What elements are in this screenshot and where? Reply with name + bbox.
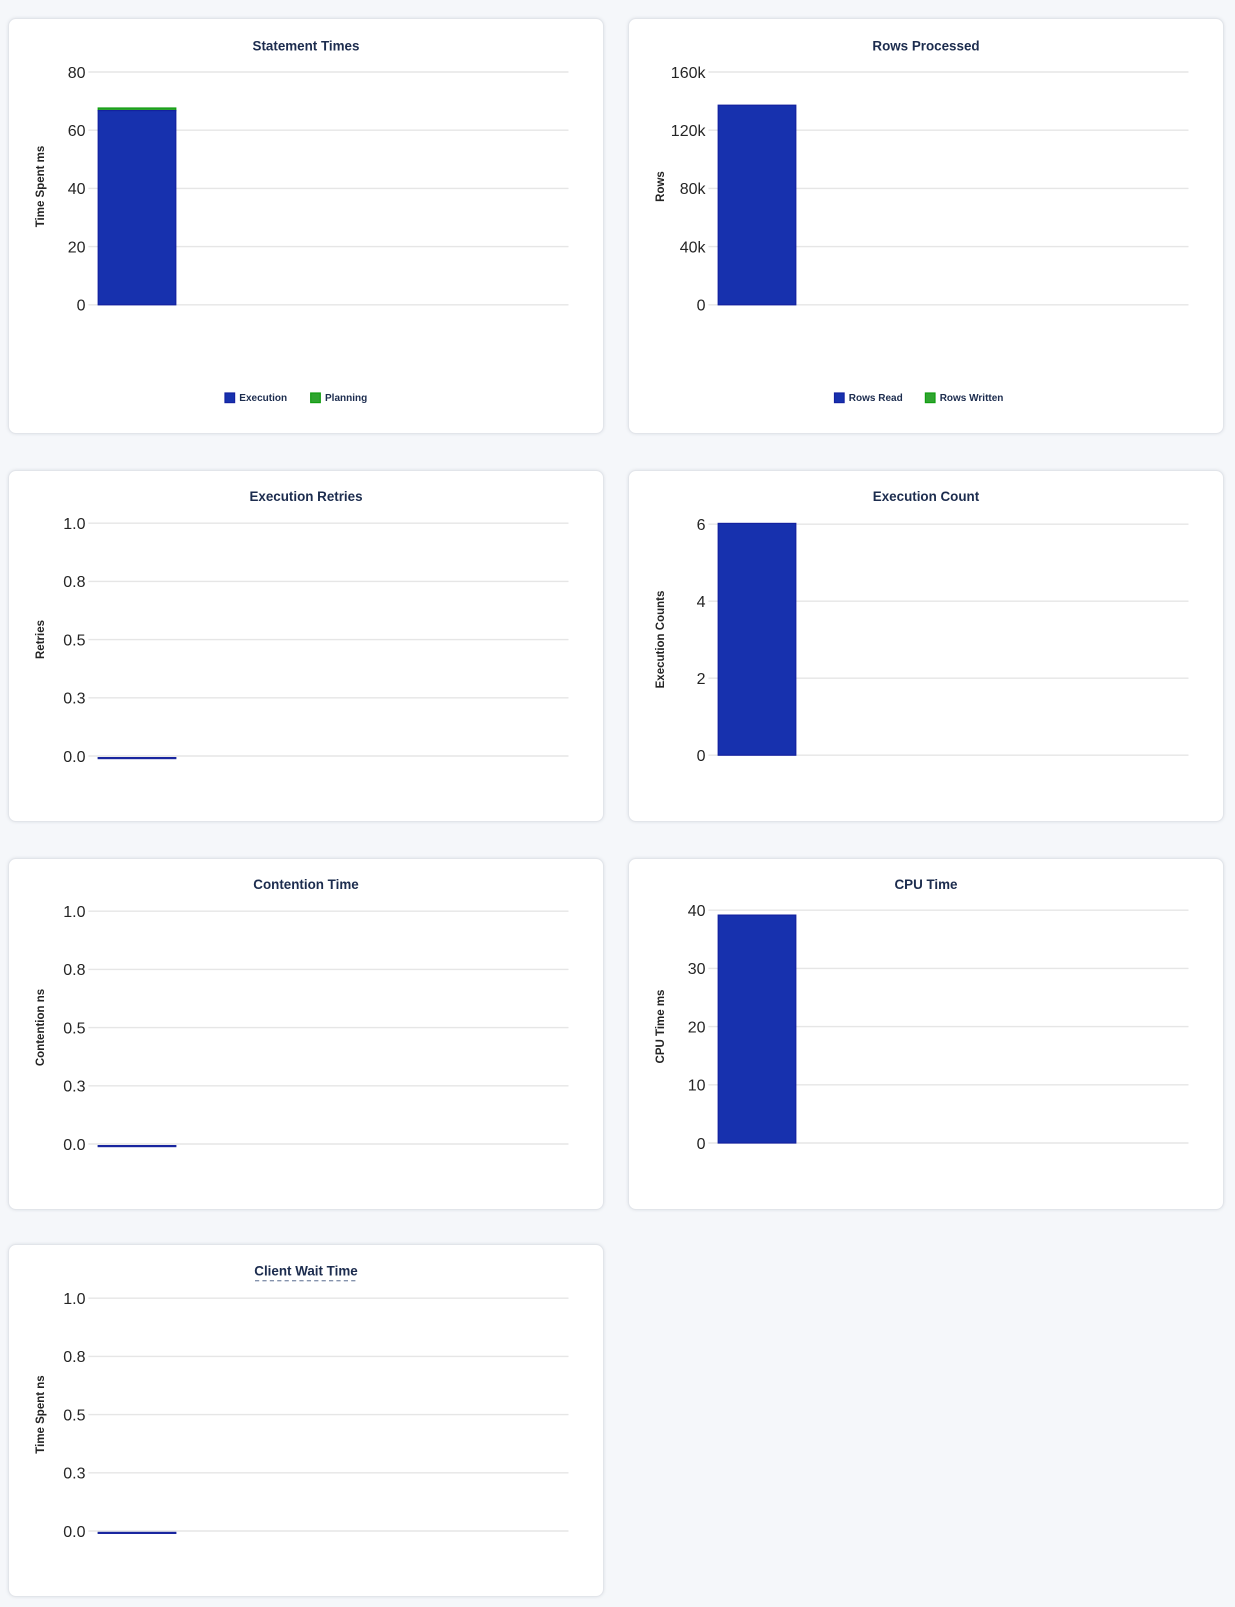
svg-text:0.8: 0.8 bbox=[63, 1349, 85, 1366]
svg-text:0.5: 0.5 bbox=[63, 1020, 85, 1037]
svg-text:120k: 120k bbox=[671, 123, 707, 140]
svg-text:160k: 160k bbox=[671, 65, 707, 82]
svg-text:0.5: 0.5 bbox=[63, 632, 85, 649]
svg-text:0.3: 0.3 bbox=[63, 1078, 85, 1095]
svg-text:Planning: Planning bbox=[325, 393, 367, 404]
svg-text:Client Wait Time: Client Wait Time bbox=[254, 1263, 357, 1278]
svg-text:CPU Time: CPU Time bbox=[894, 877, 957, 892]
svg-text:Execution Retries: Execution Retries bbox=[249, 489, 362, 504]
svg-text:Time Spent ms: Time Spent ms bbox=[35, 146, 47, 228]
svg-text:0.0: 0.0 bbox=[63, 1523, 85, 1540]
svg-text:80: 80 bbox=[68, 65, 86, 82]
svg-text:20: 20 bbox=[688, 1019, 706, 1036]
svg-text:Rows Read: Rows Read bbox=[849, 393, 903, 404]
svg-text:1.0: 1.0 bbox=[63, 904, 85, 921]
svg-text:6: 6 bbox=[697, 517, 706, 534]
svg-text:2: 2 bbox=[697, 671, 706, 688]
svg-text:0.3: 0.3 bbox=[63, 1465, 85, 1482]
svg-text:60: 60 bbox=[68, 123, 86, 140]
svg-text:0.5: 0.5 bbox=[63, 1407, 85, 1424]
svg-text:4: 4 bbox=[697, 594, 706, 611]
svg-text:40k: 40k bbox=[680, 239, 707, 256]
svg-text:0.8: 0.8 bbox=[63, 574, 85, 591]
svg-text:0.3: 0.3 bbox=[63, 690, 85, 707]
svg-text:10: 10 bbox=[688, 1077, 706, 1094]
svg-text:Execution Counts: Execution Counts bbox=[655, 590, 667, 688]
svg-text:CPU Time ms: CPU Time ms bbox=[655, 989, 667, 1063]
svg-text:0.8: 0.8 bbox=[63, 962, 85, 979]
svg-text:Contention ns: Contention ns bbox=[35, 988, 47, 1065]
svg-text:80k: 80k bbox=[680, 181, 707, 198]
svg-text:0.0: 0.0 bbox=[63, 748, 85, 765]
svg-text:0.0: 0.0 bbox=[63, 1136, 85, 1153]
svg-text:40: 40 bbox=[688, 903, 706, 920]
svg-text:1.0: 1.0 bbox=[63, 516, 85, 533]
svg-text:Rows Processed: Rows Processed bbox=[872, 38, 979, 53]
svg-text:Statement Times: Statement Times bbox=[253, 38, 360, 53]
svg-text:0: 0 bbox=[697, 1135, 706, 1152]
svg-text:Rows: Rows bbox=[655, 171, 667, 202]
svg-text:20: 20 bbox=[68, 239, 86, 256]
svg-text:Time Spent ns: Time Spent ns bbox=[35, 1375, 47, 1453]
svg-text:Execution Count: Execution Count bbox=[873, 489, 980, 504]
svg-text:Rows Written: Rows Written bbox=[940, 393, 1004, 404]
svg-text:1.0: 1.0 bbox=[63, 1291, 85, 1308]
svg-text:Retries: Retries bbox=[35, 620, 47, 659]
svg-text:Execution: Execution bbox=[239, 393, 287, 404]
svg-text:Contention Time: Contention Time bbox=[253, 877, 358, 892]
svg-text:0: 0 bbox=[697, 748, 706, 765]
svg-text:40: 40 bbox=[68, 181, 86, 198]
svg-text:0: 0 bbox=[697, 298, 706, 315]
svg-text:30: 30 bbox=[688, 961, 706, 978]
svg-text:0: 0 bbox=[77, 298, 86, 315]
